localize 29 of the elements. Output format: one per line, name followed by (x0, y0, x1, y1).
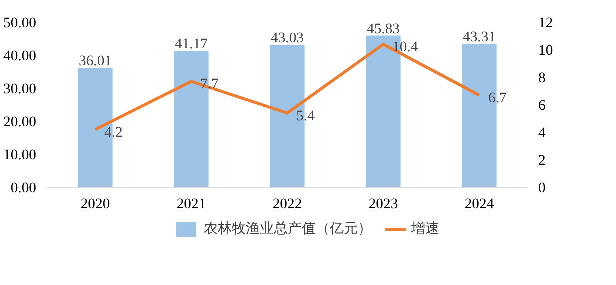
data-label: 4.2 (104, 124, 123, 141)
y-tick-label: 50.00 (4, 16, 37, 32)
y2-tick-label: 2 (538, 153, 546, 169)
x-tick-label: 2023 (368, 196, 398, 212)
x-tick-label: 2020 (80, 196, 110, 212)
data-label: 5.4 (296, 108, 316, 124)
x-tick-label: 2021 (176, 196, 206, 212)
y2-tick-label: 6 (538, 98, 546, 114)
y-tick-label: 10.00 (4, 148, 37, 164)
y2-tick-label: 4 (538, 126, 546, 142)
data-label: 43.31 (463, 30, 496, 46)
data-label: 41.17 (175, 36, 208, 53)
x-tick-label: 2022 (272, 196, 302, 212)
data-label: 6.7 (488, 90, 507, 106)
data-label: 45.83 (367, 21, 400, 38)
y-tick-label: 30.00 (4, 82, 37, 98)
y2-tick-label: 10 (538, 43, 554, 59)
y-tick-label: 0.00 (10, 180, 37, 196)
y-tick-label: 20.00 (4, 114, 37, 130)
data-label: 43.03 (271, 30, 304, 46)
data-label: 10.4 (392, 40, 419, 56)
legend-label: 农林牧渔业总产值（亿元） (204, 221, 372, 237)
x-tick-label: 2024 (464, 196, 495, 212)
y2-tick-label: 12 (538, 16, 554, 32)
data-label: 36.01 (79, 54, 112, 70)
legend-label: 增速 (410, 221, 440, 237)
y-tick-label: 40.00 (4, 48, 37, 64)
y2-tick-label: 8 (538, 70, 546, 86)
y2-tick-label: 0 (538, 180, 546, 196)
